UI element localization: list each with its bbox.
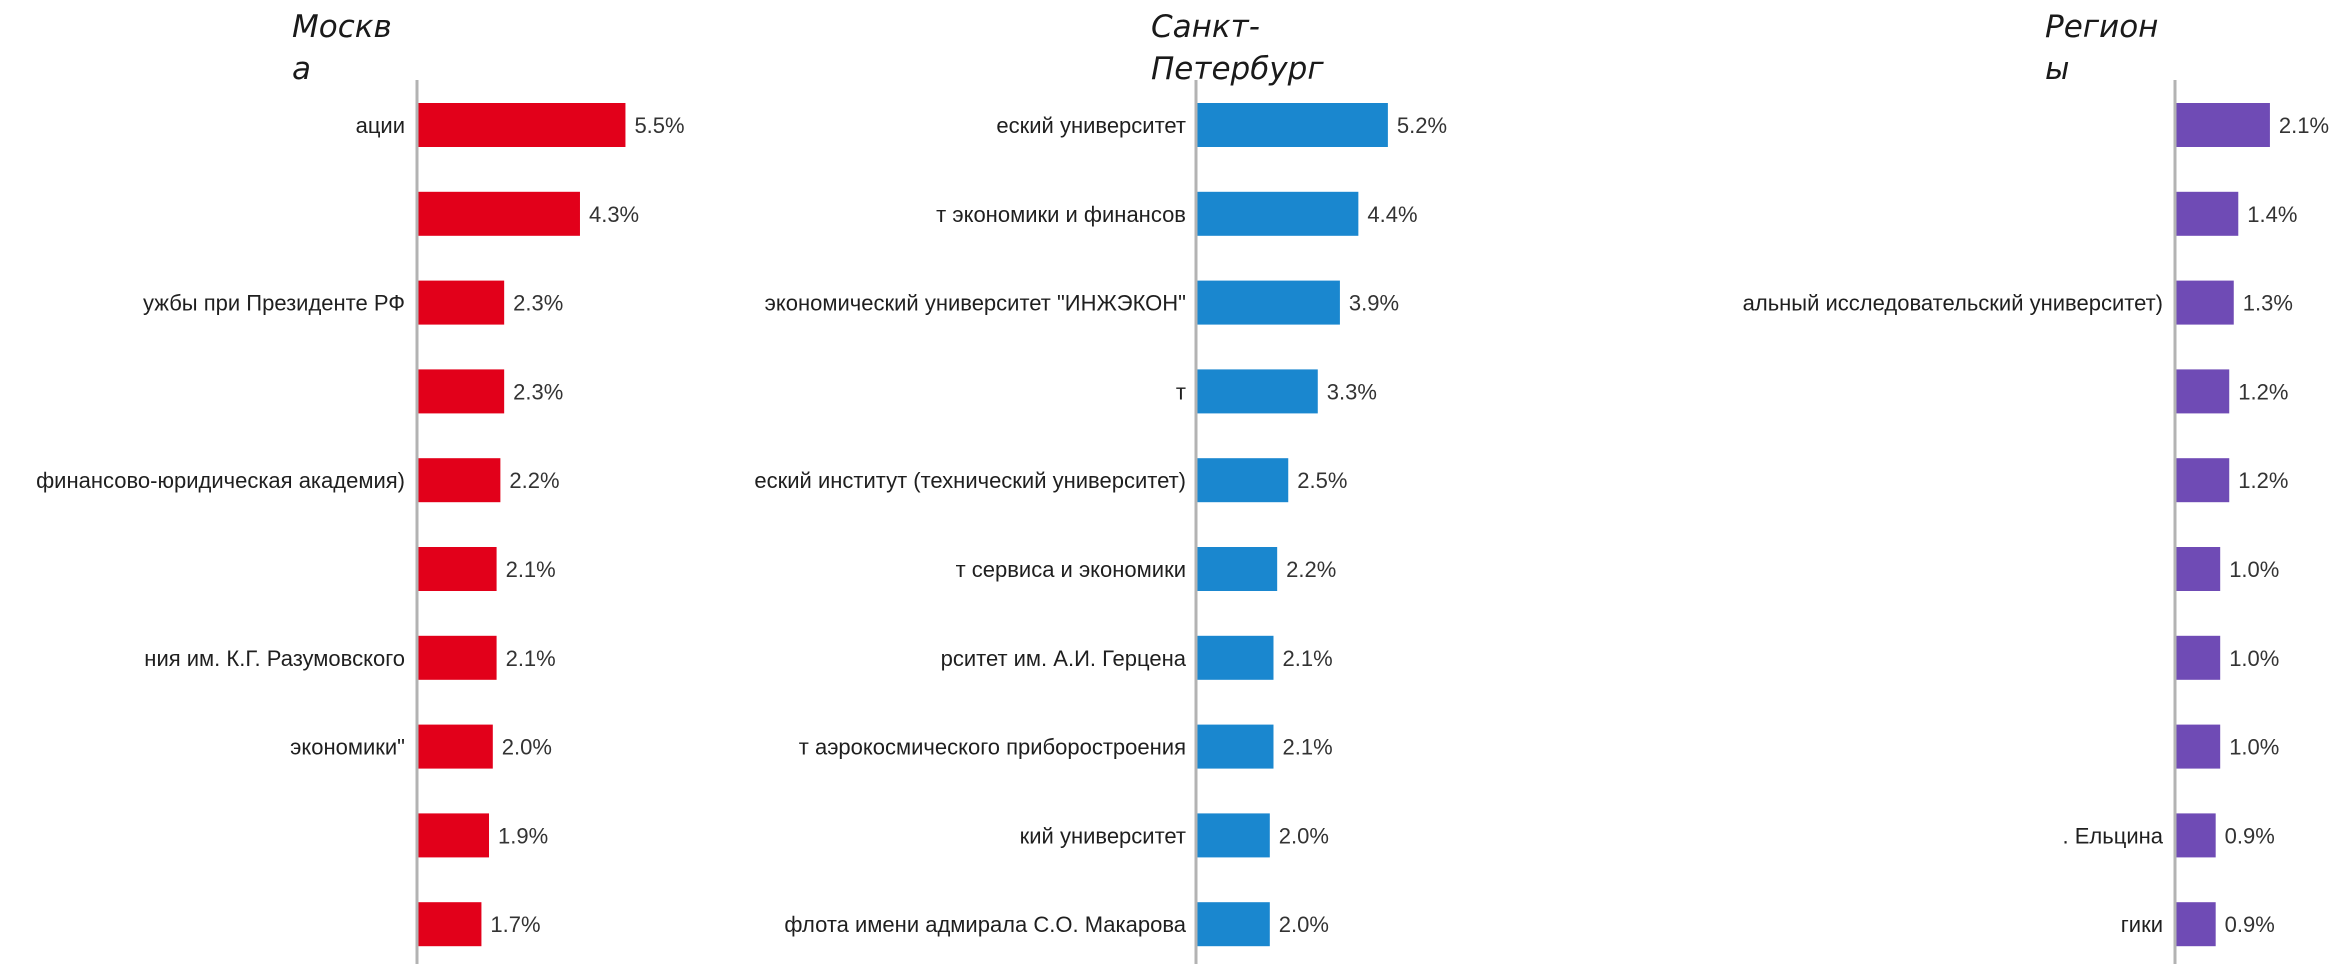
bar-moscow-2: [417, 191, 580, 236]
bar-regions-7: [2175, 635, 2221, 680]
bar-spb-3: [1196, 280, 1340, 325]
bar-regions-9: [2175, 813, 2216, 858]
panel-title-moscow: Москв а: [292, 9, 392, 87]
value-label-moscow-4: 2.3%: [513, 379, 563, 404]
value-label-spb-7: 2.1%: [1282, 646, 1332, 671]
bar-moscow-9: [417, 813, 490, 858]
value-label-spb-8: 2.1%: [1282, 735, 1332, 760]
bar-regions-5: [2175, 458, 2230, 503]
bar-regions-6: [2175, 547, 2221, 591]
value-label-spb-5: 2.5%: [1297, 468, 1347, 493]
bar-chart-moscow: 5.5% ации 4.3% 2.3% ужбы при Президенте РФ 2.…: [36, 80, 685, 964]
value-label-spb-9: 2.0%: [1279, 823, 1329, 848]
value-label-spb-4: 3.3%: [1327, 379, 1377, 404]
panel-title-spb: Санкт- Петербург: [1151, 9, 1324, 87]
bar-regions-10: [2175, 902, 2216, 947]
category-label-regions-3: альный исследовательский университет): [1743, 291, 2163, 316]
bar-spb-6: [1196, 547, 1278, 591]
category-label-spb-5: еский институт (технический университет): [754, 468, 1186, 493]
value-label-regions-10: 0.9%: [2225, 912, 2275, 937]
bar-spb-7: [1196, 635, 1274, 680]
bar-moscow-8: [417, 724, 493, 769]
bar-moscow-7: [417, 635, 497, 680]
panel-title-regions: Регион ы: [2045, 9, 2159, 87]
bar-spb-8: [1196, 724, 1274, 769]
value-label-moscow-2: 4.3%: [589, 202, 639, 227]
bar-regions-2: [2175, 191, 2239, 236]
bar-chart-regions: 2.1% 1.4% 1.3% альный исследовательский уни…: [1743, 80, 2329, 964]
bar-spb-2: [1196, 191, 1359, 236]
category-label-spb-2: т экономики и финансов: [936, 202, 1186, 227]
category-label-moscow-8: экономики": [290, 735, 405, 760]
value-label-spb-6: 2.2%: [1286, 557, 1336, 582]
value-label-moscow-10: 1.7%: [490, 912, 540, 937]
bar-spb-9: [1196, 813, 1270, 858]
bar-regions-8: [2175, 724, 2221, 769]
category-label-regions-9: . Ельцина: [2063, 823, 2164, 848]
category-label-moscow-7: ния им. К.Г. Разумовского: [144, 646, 405, 671]
value-label-moscow-3: 2.3%: [513, 291, 563, 316]
category-label-spb-4: т: [1176, 379, 1186, 404]
value-label-moscow-8: 2.0%: [502, 735, 552, 760]
value-label-spb-3: 3.9%: [1349, 291, 1399, 316]
bar-regions-3: [2175, 280, 2234, 325]
bar-chart-spb: 5.2% еский университет 4.4% т экономики и ф…: [754, 80, 1447, 964]
bar-moscow-4: [417, 369, 505, 414]
value-label-moscow-5: 2.2%: [509, 468, 559, 493]
bar-moscow-10: [417, 902, 482, 947]
bar-moscow-6: [417, 547, 497, 591]
bar-regions-4: [2175, 369, 2230, 414]
bar-spb-10: [1196, 902, 1270, 947]
value-label-regions-4: 1.2%: [2238, 379, 2288, 404]
category-label-spb-1: еский университет: [996, 113, 1186, 138]
value-label-moscow-1: 5.5%: [634, 113, 684, 138]
value-label-regions-7: 1.0%: [2229, 646, 2279, 671]
category-label-regions-10: гики: [2121, 912, 2163, 937]
bar-regions-1: [2175, 103, 2270, 147]
value-label-regions-6: 1.0%: [2229, 557, 2279, 582]
category-label-moscow-5: финансово-юридическая академия): [36, 468, 405, 493]
bar-spb-4: [1196, 369, 1318, 414]
category-label-spb-3: экономический университет "ИНЖЭКОН": [765, 291, 1186, 316]
value-label-regions-3: 1.3%: [2243, 291, 2293, 316]
value-label-spb-10: 2.0%: [1279, 912, 1329, 937]
value-label-regions-9: 0.9%: [2225, 823, 2275, 848]
value-label-moscow-7: 2.1%: [506, 646, 556, 671]
value-label-regions-8: 1.0%: [2229, 735, 2279, 760]
category-label-spb-6: т сервиса и экономики: [956, 557, 1186, 582]
category-label-spb-7: рситет им. А.И. Герцена: [941, 646, 1187, 671]
value-label-regions-1: 2.1%: [2279, 113, 2329, 138]
bar-moscow-1: [417, 103, 626, 147]
bar-moscow-5: [417, 458, 501, 503]
category-label-spb-10: флота имени адмирала С.О. Макарова: [784, 912, 1186, 937]
value-label-moscow-6: 2.1%: [506, 557, 556, 582]
value-label-regions-2: 1.4%: [2247, 202, 2297, 227]
bar-moscow-3: [417, 280, 505, 325]
bar-spb-1: [1196, 103, 1388, 147]
value-label-regions-5: 1.2%: [2238, 468, 2288, 493]
bar-spb-5: [1196, 458, 1289, 503]
category-label-moscow-1: ации: [356, 113, 405, 138]
value-label-spb-1: 5.2%: [1397, 113, 1447, 138]
category-label-spb-9: кий университет: [1020, 823, 1186, 848]
value-label-spb-2: 4.4%: [1367, 202, 1417, 227]
value-label-moscow-9: 1.9%: [498, 823, 548, 848]
category-label-moscow-3: ужбы при Президенте РФ: [143, 291, 405, 316]
category-label-spb-8: т аэрокосмического приборостроения: [799, 735, 1186, 760]
